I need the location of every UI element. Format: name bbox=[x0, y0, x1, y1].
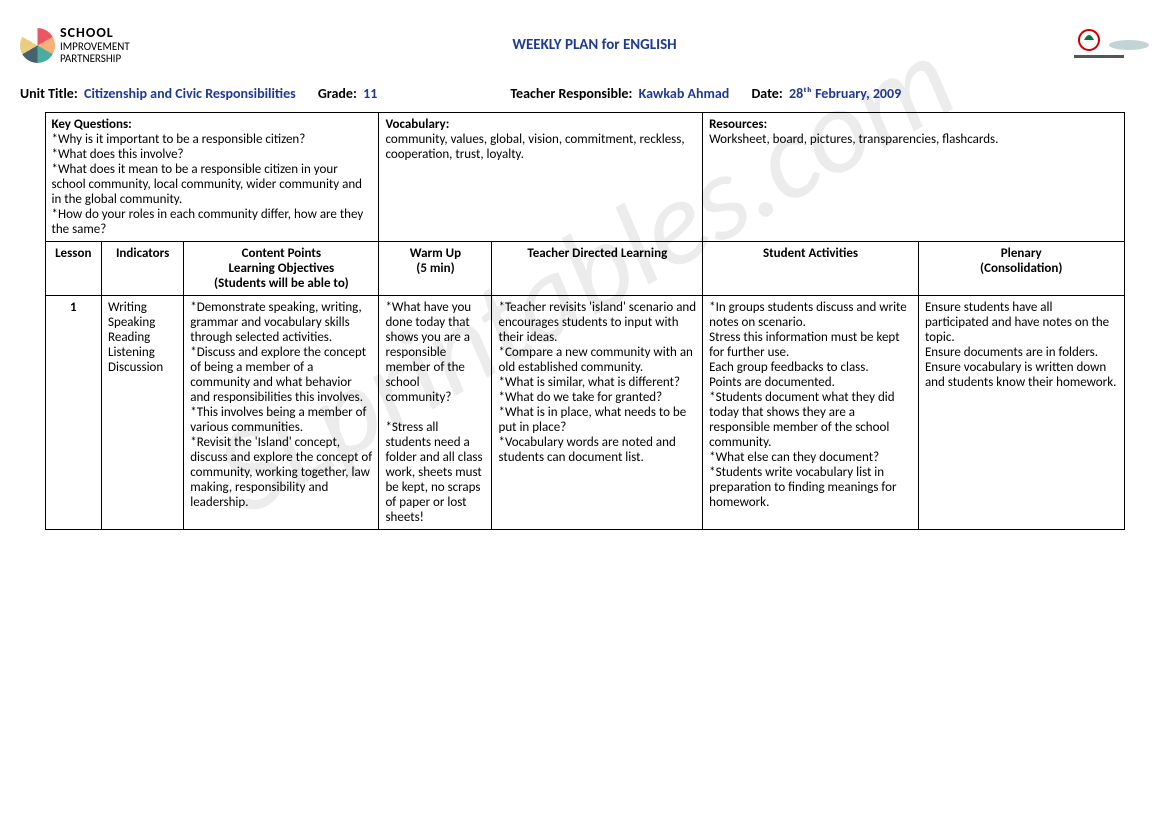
cell-sa: *In groups students discuss and write no… bbox=[703, 296, 919, 530]
col-plenary-l1: Plenary bbox=[1001, 246, 1042, 261]
cell-warmup: *What have you done today that shows you… bbox=[379, 296, 492, 530]
col-lesson: Lesson bbox=[45, 242, 102, 296]
logo-school-text: SCHOOL bbox=[60, 25, 130, 40]
cell-tdl: *Teacher revisits 'island' scenario and … bbox=[492, 296, 703, 530]
col-plenary-l2: (Consolidation) bbox=[980, 261, 1062, 276]
date-label: Date: bbox=[751, 85, 782, 102]
vocab-heading: Vocabulary: bbox=[385, 117, 449, 132]
logo-swirl-icon bbox=[20, 28, 55, 63]
col-content-l1: Content Points bbox=[242, 246, 321, 261]
meta-row: Unit Title: Citizenship and Civic Respon… bbox=[20, 85, 1149, 102]
document-header: SCHOOL IMPROVEMENT PARTNERSHIP WEEKLY PL… bbox=[20, 20, 1149, 70]
date-value: 28ᵗʰ February, 2009 bbox=[789, 85, 901, 102]
plan-table: Key Questions: *Why is it important to b… bbox=[45, 112, 1125, 530]
key-q-body: *Why is it important to be a responsible… bbox=[52, 132, 364, 237]
col-tdl: Teacher Directed Learning bbox=[492, 242, 703, 296]
grade-label: Grade: bbox=[318, 85, 357, 102]
cell-content: *Demonstrate speaking, writing, grammar … bbox=[184, 296, 379, 530]
logo-right bbox=[1029, 25, 1149, 65]
key-questions-cell: Key Questions: *Why is it important to b… bbox=[45, 113, 379, 242]
col-content-l2: Learning Objectives bbox=[228, 261, 334, 276]
cell-plenary: Ensure students have all participated an… bbox=[918, 296, 1124, 530]
col-warmup: Warm Up (5 min) bbox=[379, 242, 492, 296]
resources-cell: Resources: Worksheet, board, pictures, t… bbox=[703, 113, 1124, 242]
logo-line3: PARTNERSHIP bbox=[60, 53, 130, 65]
teacher-value: Kawkab Ahmad bbox=[639, 85, 730, 102]
vocabulary-cell: Vocabulary: community, values, global, v… bbox=[379, 113, 703, 242]
unit-label: Unit Title: bbox=[20, 85, 78, 102]
col-plenary: Plenary (Consolidation) bbox=[918, 242, 1124, 296]
teacher-label: Teacher Responsible: bbox=[510, 85, 632, 102]
res-body: Worksheet, board, pictures, transparenci… bbox=[709, 132, 998, 147]
col-indicators: Indicators bbox=[102, 242, 184, 296]
col-warmup-l1: Warm Up bbox=[410, 246, 461, 261]
col-content-l3: (Students will be able to) bbox=[214, 276, 349, 291]
logo-line2: IMPROVEMENT bbox=[60, 41, 130, 53]
top-info-row: Key Questions: *Why is it important to b… bbox=[45, 113, 1124, 242]
page-title: WEEKLY PLAN for ENGLISH bbox=[512, 36, 676, 54]
key-q-heading: Key Questions: bbox=[52, 117, 132, 132]
column-header-row: Lesson Indicators Content Points Learnin… bbox=[45, 242, 1124, 296]
flag-logo-icon bbox=[1029, 25, 1149, 65]
res-heading: Resources: bbox=[709, 117, 767, 132]
col-sa: Student Activities bbox=[703, 242, 919, 296]
grade-value: 11 bbox=[363, 85, 377, 102]
col-warmup-l2: (5 min) bbox=[416, 261, 454, 276]
cell-lesson: 1 bbox=[45, 296, 102, 530]
col-content: Content Points Learning Objectives (Stud… bbox=[184, 242, 379, 296]
logo-left: SCHOOL IMPROVEMENT PARTNERSHIP bbox=[20, 20, 160, 70]
cell-indicators: Writing Speaking Reading Listening Discu… bbox=[102, 296, 184, 530]
vocab-body: community, values, global, vision, commi… bbox=[385, 132, 684, 162]
table-row: 1 Writing Speaking Reading Listening Dis… bbox=[45, 296, 1124, 530]
unit-value: Citizenship and Civic Responsibilities bbox=[84, 85, 296, 102]
